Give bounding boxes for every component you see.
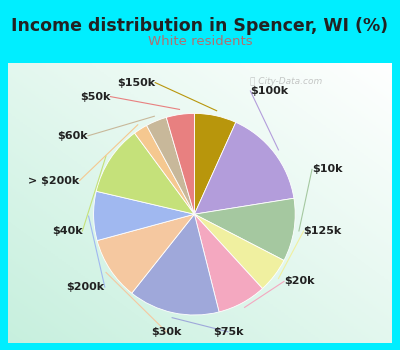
- Wedge shape: [194, 214, 262, 312]
- Text: $30k: $30k: [151, 327, 182, 337]
- Wedge shape: [166, 113, 194, 214]
- Wedge shape: [146, 117, 194, 214]
- Text: Income distribution in Spencer, WI (%): Income distribution in Spencer, WI (%): [12, 17, 388, 35]
- Text: Ⓢ City-Data.com: Ⓢ City-Data.com: [250, 77, 323, 86]
- Wedge shape: [132, 214, 219, 315]
- Wedge shape: [94, 191, 194, 240]
- Text: $50k: $50k: [80, 92, 110, 102]
- Wedge shape: [97, 214, 194, 293]
- Wedge shape: [194, 113, 236, 214]
- Text: $75k: $75k: [213, 327, 243, 337]
- Text: > $200k: > $200k: [28, 176, 80, 186]
- Wedge shape: [194, 214, 284, 288]
- Wedge shape: [96, 133, 194, 214]
- Text: $40k: $40k: [52, 226, 82, 236]
- Wedge shape: [134, 125, 194, 214]
- Wedge shape: [194, 122, 294, 214]
- Wedge shape: [194, 198, 295, 260]
- Text: $20k: $20k: [284, 276, 314, 286]
- Text: $10k: $10k: [312, 164, 342, 174]
- Text: $150k: $150k: [117, 78, 155, 88]
- Text: $100k: $100k: [250, 86, 288, 96]
- Text: $200k: $200k: [67, 282, 105, 292]
- Text: $60k: $60k: [57, 131, 88, 141]
- Text: $125k: $125k: [304, 226, 342, 236]
- Text: White residents: White residents: [148, 35, 252, 48]
